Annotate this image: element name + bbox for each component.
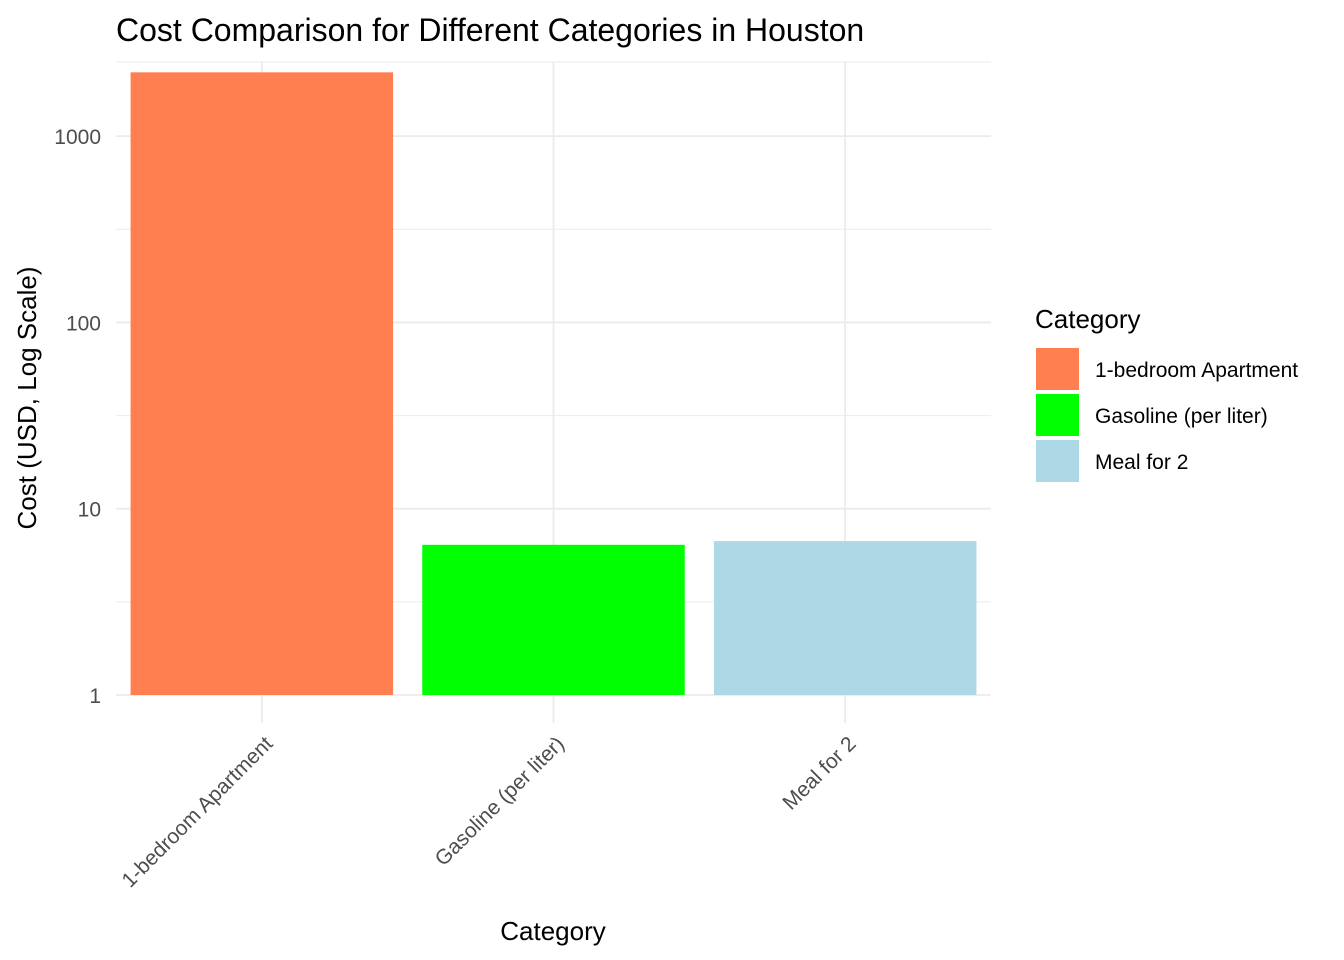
- y-axis-title: Cost (USD, Log Scale): [12, 267, 42, 530]
- legend-label: Meal for 2: [1095, 451, 1188, 474]
- x-axis-title: Category: [500, 916, 606, 946]
- y-tick-label: 100: [66, 312, 101, 335]
- x-axis-ticks: 1-bedroom Apartment Gasoline (per liter) M…: [117, 732, 860, 892]
- bar-gasoline-per-liter: [422, 544, 685, 695]
- y-tick-label: 10: [78, 499, 101, 522]
- legend-label: 1-bedroom Apartment: [1095, 359, 1298, 382]
- bar-1-bedroom-apartment: [130, 72, 394, 695]
- legend-key: [1036, 348, 1079, 390]
- x-tick-label: Meal for 2: [778, 732, 860, 814]
- y-tick-label: 1000: [54, 126, 101, 149]
- y-tick-label: 1: [89, 685, 101, 708]
- legend: Category 1-bedroom Apartment Gasoline (pe…: [1035, 304, 1298, 482]
- legend-label: Gasoline (per liter): [1095, 405, 1268, 428]
- x-tick-label: 1-bedroom Apartment: [117, 732, 277, 892]
- legend-key: [1036, 440, 1079, 482]
- y-axis-ticks: 1 10 100 1000: [54, 126, 101, 708]
- chart-title: Cost Comparison for Different Categories…: [116, 12, 864, 48]
- legend-key: [1036, 394, 1079, 436]
- x-tick-label: Gasoline (per liter): [431, 732, 569, 870]
- legend-title: Category: [1035, 304, 1141, 334]
- bars: [130, 72, 977, 695]
- bar-meal-for-2: [713, 541, 977, 695]
